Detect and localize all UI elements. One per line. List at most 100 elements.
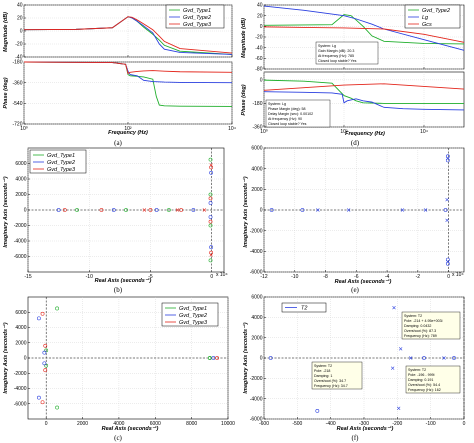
chart-f-ylabel: Imaginary Axis (seconds⁻¹) [242, 322, 249, 393]
chart-d-legend-box [404, 4, 461, 29]
chart-f-ytick-label: 2000 [251, 335, 262, 341]
chart-b-legend-type2: Gvd_Type2 [47, 160, 75, 166]
chart-f-xtick-label: 0 [463, 421, 466, 427]
chart-f-xlabel: Real Axis (seconds⁻¹) [337, 425, 394, 432]
chart-b-zero-marker [124, 208, 128, 212]
chart-a-ylabel-magnitude: Magnitude (dB) [3, 12, 9, 52]
chart-a-legend-type2: Gvd_Type2 [183, 15, 211, 21]
chart-e-pole-marker [400, 208, 405, 212]
chart-e-zero-marker [300, 208, 305, 212]
chart-b-pole-zero: -15 -10 -5 0 6000 4000 2000 0 -2000 -4000 -6000 Im… [2, 147, 228, 284]
chart-b-xtick-label: -10 [86, 274, 93, 280]
chart-f-note-2-line-0: System: T2 [314, 364, 332, 368]
chart-e-ytick-label: -6000 [250, 270, 263, 276]
chart-b-xscale-note: x 10⁴ [216, 272, 228, 278]
chart-e-pole-marker [316, 208, 320, 212]
chart-b-legend-type1: Gvd_Type1 [47, 153, 75, 159]
chart-f-note-1-line-3: Overshoot (%): 87.3 [404, 329, 436, 333]
chart-c-ytick-label: -2000 [14, 371, 27, 377]
chart-c-legend-type1: Gvd_Type1 [179, 306, 207, 312]
chart-a-p0-ytick-label: -40 [15, 55, 22, 61]
chart-d-p1-ytick-label: -180 [252, 101, 262, 107]
chart-b-pole-stroke [142, 208, 147, 212]
chart-a-ylabel-phase: Phase (deg) [3, 77, 9, 108]
chart-f-note-1-box [401, 311, 461, 340]
chart-b-ytick-label: -6000 [14, 254, 27, 260]
chart-d-gain-margin-note: System: Lg Gain Margin (dB): 20.3 At fre… [315, 41, 379, 65]
chart-b-ytick-label: 0 [24, 208, 27, 214]
chart-f-note-3-box [405, 365, 461, 394]
chart-c-zero-marker [207, 356, 212, 360]
chart-f-xtick-label: -400 [326, 421, 336, 427]
chart-e-xtick-label: 0 [447, 274, 450, 280]
chart-e-pole-stroke [446, 156, 450, 161]
chart-e-ytick-label: 2000 [251, 187, 262, 193]
chart-b-ytick-label: 2000 [15, 192, 26, 198]
chart-d-pm-line-2: Delay Margin (sec): 0.00102 [268, 112, 313, 116]
chart-e-ytick-label: -4000 [250, 249, 263, 255]
chart-f-pole-stroke [408, 356, 413, 360]
chart-d-p1-xtick-label: 10⁰ [260, 129, 268, 135]
chart-b-zero-marker [208, 215, 213, 219]
chart-f-legend-box [281, 302, 327, 313]
caption-c: (c) [114, 434, 122, 442]
chart-b-legend: Gvd_Type1 Gvd_Type2 Gvd_Type3 [29, 149, 87, 174]
chart-f-pole-marker [390, 366, 395, 370]
chart-f-ytick-label: 0 [260, 356, 263, 362]
chart-b-pole-marker [142, 208, 147, 212]
chart-b-zero-marker [209, 245, 214, 250]
chart-e-pole-stroke [445, 197, 449, 202]
chart-e-ytick-label: 4000 [251, 166, 262, 172]
chart-a-legend-type3: Gvd_Type3 [183, 22, 212, 28]
chart-f-xtick-label: -600 [259, 421, 269, 427]
chart-c-zero-marker [42, 350, 47, 355]
chart-b-zero-marker [209, 250, 214, 255]
chart-c-zero-marker [40, 400, 45, 405]
chart-a-p0-ytick-label: 0 [20, 29, 23, 35]
chart-e-pole-marker [423, 208, 428, 212]
chart-d-bode-lg-gcs: 40 20 0 -20 -40 -60 -80 10⁰ 10² 10⁴ 0 -180 -360 Mag… [241, 3, 465, 137]
chart-f-pole-stroke [398, 347, 403, 351]
chart-b-xlabel: Real Axis (seconds⁻¹) [95, 277, 152, 284]
chart-e-zero-marker [269, 208, 274, 212]
chart-c-zero-marker [43, 368, 48, 373]
chart-c-legend: Gvd_Type1 Gvd_Type2 Gvd_Type3 [161, 302, 219, 327]
chart-d-p1-ytick-label: -360 [252, 125, 262, 131]
chart-f-ytick-label: -2000 [250, 376, 263, 382]
chart-c-ytick-label: -4000 [14, 386, 27, 392]
chart-d-p0-ytick-label: 0 [260, 24, 263, 30]
chart-f-note-3-line-0: System: T2 [408, 368, 426, 372]
caption-f: (f) [352, 434, 360, 442]
chart-f-note-2-line-1: Pole: -218 [314, 369, 330, 373]
chart-b-zero-marker [208, 157, 213, 162]
chart-d-p1-series-lg [263, 91, 465, 111]
chart-b-ytick-label: -2000 [14, 223, 27, 229]
chart-b-zero-marker [62, 208, 67, 212]
chart-e-xtick-label: -8 [323, 274, 328, 280]
chart-a-p1-ytick-label: -360 [12, 80, 22, 86]
chart-f-note-1-line-1: Pole: -214 + 4.95e+003i [404, 319, 443, 323]
chart-d-p0-ytick-label: -60 [255, 56, 262, 62]
chart-a-p1-series-gvd-type3 [23, 61, 233, 75]
chart-c-xtick-label: 8000 [186, 421, 197, 427]
chart-d-phase-margin-note: System: Lg Phase Margin (deg): 58 Delay … [265, 99, 331, 128]
chart-e-xtick-label: -6 [354, 274, 359, 280]
chart-d-pm-line-0: System: Lg [268, 102, 286, 106]
chart-a-xlabel: Frequency (Hz) [108, 130, 148, 136]
chart-a-legend: Gvd_Type1 Gvd_Type2 Gvd_Type3 [165, 4, 225, 29]
chart-e-pole-zero: -12 -10 -8 -6 -4 -2 0 6000 4000 2000 0 -2000 -4000 -6… [242, 146, 465, 285]
chart-a-p1-xtick-label: 10⁴ [228, 126, 236, 132]
chart-b-zero-marker [75, 208, 79, 212]
chart-c-xtick-label: 2000 [77, 421, 88, 427]
chart-c-ytick-label: 0 [24, 356, 27, 362]
chart-f-pole-stroke [392, 305, 396, 310]
chart-c-xtick-label: 6000 [150, 421, 161, 427]
chart-b-pole-stroke [209, 253, 213, 257]
chart-e-pole-marker [346, 208, 351, 212]
chart-e-xtick-label: -10 [291, 274, 298, 280]
chart-f-note-2-line-3: Overshoot (%): 34.7 [314, 379, 346, 383]
chart-f-note-1-line-2: Damping: 0.0432 [404, 324, 431, 328]
chart-c-zero-marker [37, 395, 41, 400]
chart-d-legend: Gvd_Type2 Lg Gcs [404, 4, 461, 29]
chart-d-gain-margin-box [315, 41, 379, 65]
